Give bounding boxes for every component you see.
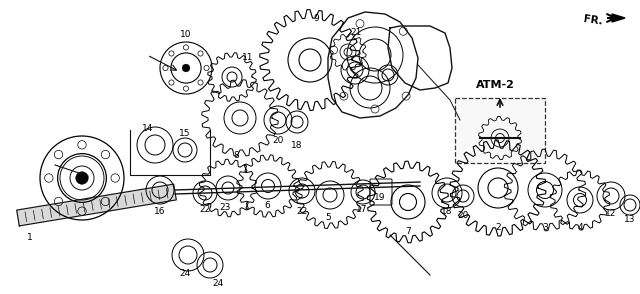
Text: 18: 18	[441, 208, 452, 216]
Polygon shape	[612, 14, 625, 22]
Text: 1: 1	[27, 233, 33, 243]
Text: 2: 2	[495, 223, 501, 233]
Circle shape	[76, 172, 88, 184]
Text: 19: 19	[374, 193, 386, 203]
Text: FR.: FR.	[582, 14, 603, 26]
Text: 12: 12	[605, 210, 617, 218]
Text: 18: 18	[291, 141, 303, 150]
Circle shape	[182, 64, 190, 72]
Text: 22: 22	[296, 208, 308, 216]
Text: 3: 3	[542, 223, 548, 233]
Text: 17: 17	[356, 206, 368, 215]
Text: 20: 20	[458, 211, 468, 220]
Text: 23: 23	[220, 203, 230, 213]
Text: 24: 24	[179, 270, 191, 278]
Text: 11: 11	[243, 53, 253, 61]
Text: 14: 14	[142, 123, 154, 133]
FancyBboxPatch shape	[455, 98, 545, 163]
Text: 20: 20	[272, 136, 284, 144]
Text: 5: 5	[325, 213, 331, 223]
Text: 7: 7	[405, 228, 411, 236]
Polygon shape	[17, 184, 176, 226]
Text: 13: 13	[624, 216, 636, 225]
Text: 8: 8	[233, 151, 239, 160]
Text: 22: 22	[200, 206, 211, 215]
Text: 21: 21	[350, 28, 362, 36]
Text: 6: 6	[264, 201, 270, 210]
Text: 16: 16	[154, 208, 166, 216]
Text: 10: 10	[180, 29, 192, 39]
Text: ATM-2: ATM-2	[476, 80, 515, 90]
Text: 4: 4	[577, 223, 583, 233]
Text: 9: 9	[313, 14, 319, 23]
Text: 15: 15	[179, 128, 191, 138]
Text: 24: 24	[212, 278, 223, 288]
